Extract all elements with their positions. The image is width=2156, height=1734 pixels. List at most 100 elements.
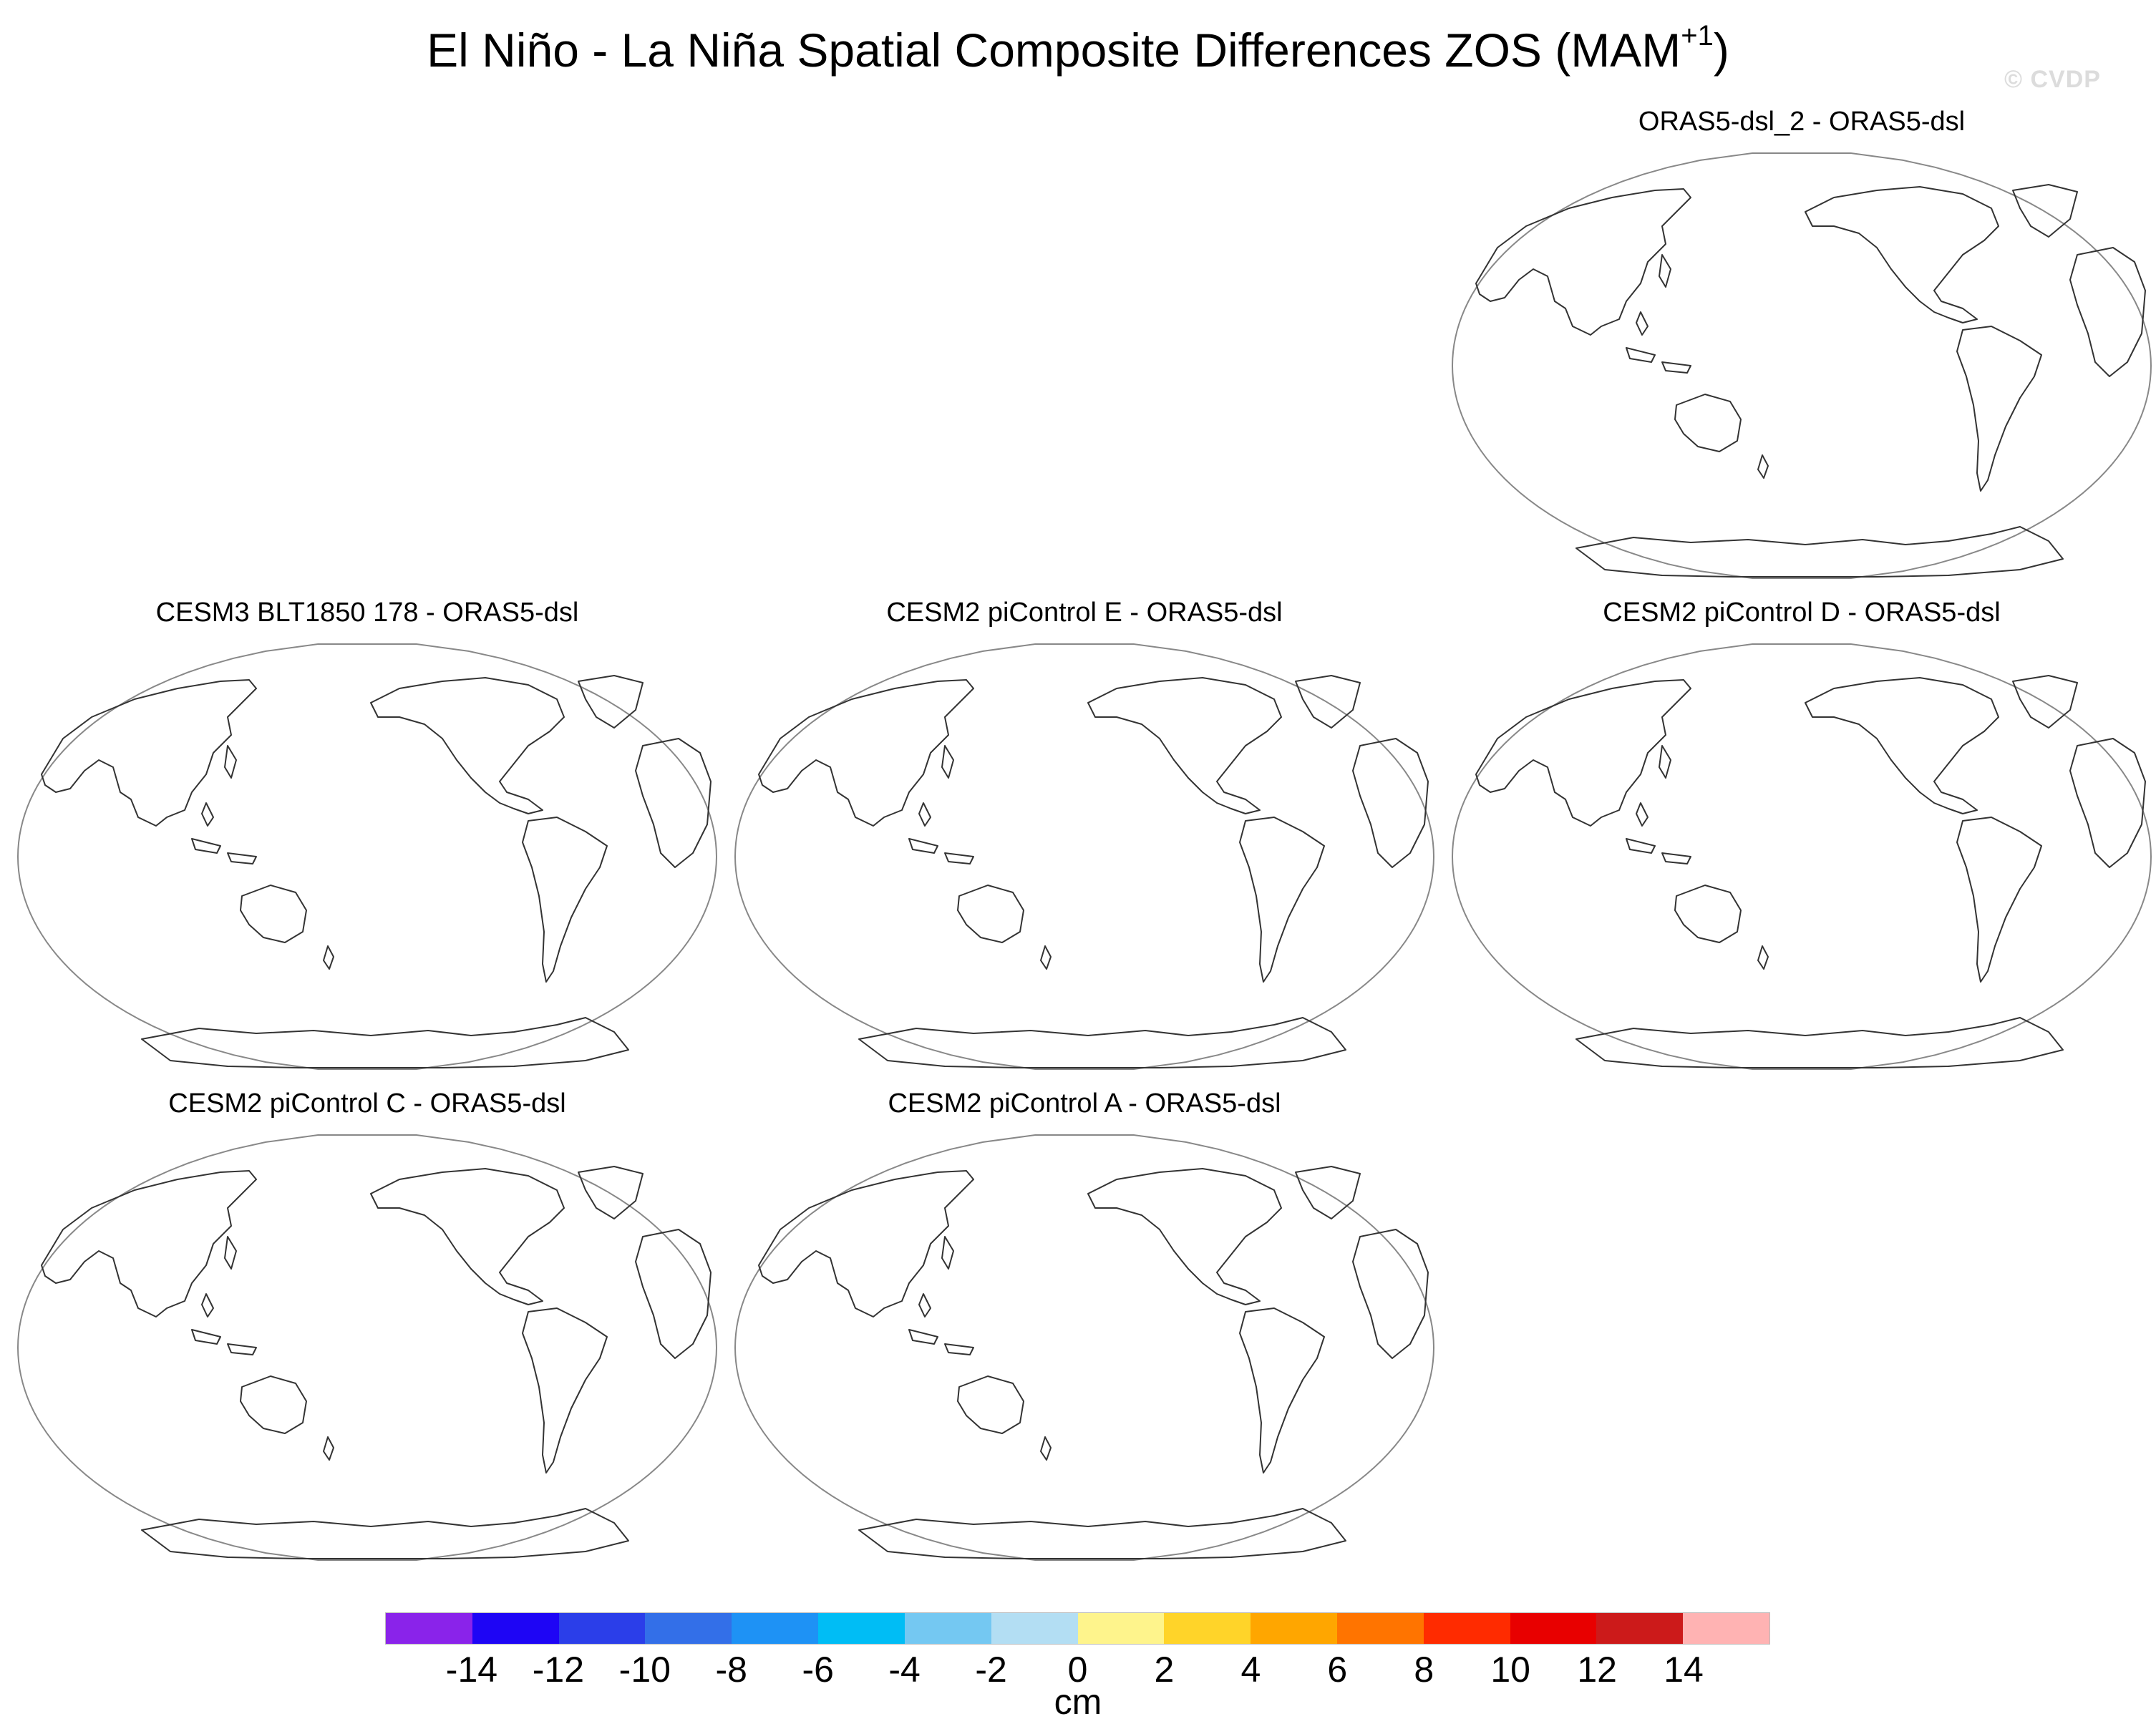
coastline	[578, 675, 644, 729]
world-map	[734, 1134, 1435, 1561]
coastline	[1626, 838, 1656, 854]
coastline	[1757, 945, 1769, 970]
figure-title: El Niño - La Niña Spatial Composite Diff…	[427, 20, 1729, 77]
coastline	[1475, 188, 1691, 336]
coastline	[957, 885, 1024, 943]
coastline	[1661, 852, 1691, 864]
coastline	[1626, 347, 1656, 363]
coastline	[1575, 1017, 2064, 1068]
map-frame	[734, 643, 1435, 1070]
coastline	[224, 1236, 237, 1270]
coastline	[578, 1166, 644, 1219]
coastline	[1956, 326, 2042, 492]
world-map	[734, 643, 1435, 1070]
coastline	[2012, 675, 2078, 729]
colorbar-swatch	[1251, 1613, 1337, 1644]
map-frame	[16, 643, 718, 1070]
colorbar-swatch	[1596, 1613, 1684, 1644]
map-frame	[734, 1134, 1435, 1561]
colorbar-swatch	[1077, 1613, 1165, 1644]
colorbar-swatch	[818, 1613, 905, 1644]
coastline	[370, 677, 565, 814]
colorbar-tick-label: 10	[1490, 1650, 1530, 1690]
coastline	[1575, 526, 2064, 578]
coastline	[41, 679, 257, 827]
coastline	[323, 1436, 334, 1461]
panel-title: CESM2 piControl C - ORAS5-dsl	[168, 1088, 566, 1119]
map-frame	[1451, 643, 2152, 1070]
colorbar-tick-label: 4	[1240, 1650, 1261, 1690]
coastline	[1674, 885, 1742, 943]
panel-title: CESM2 piControl A - ORAS5-dsl	[888, 1088, 1281, 1119]
coastline	[41, 1170, 257, 1317]
world-map	[1451, 152, 2152, 579]
coastline	[1659, 745, 1671, 779]
panel-title: CESM2 piControl D - ORAS5-dsl	[1603, 598, 2001, 628]
coastline	[141, 1017, 629, 1068]
coastline	[1239, 1307, 1325, 1474]
colorbar-tick-label: -8	[715, 1650, 747, 1690]
coastline	[941, 1236, 954, 1270]
title-superscript: +1	[1681, 20, 1714, 52]
panel-title: CESM2 piControl E - ORAS5-dsl	[886, 598, 1283, 628]
colorbar-tick-label: -2	[975, 1650, 1007, 1690]
coastline	[227, 852, 257, 864]
coastline	[522, 817, 608, 983]
coastline	[1040, 1436, 1052, 1461]
colorbar-tick-label: 0	[1067, 1650, 1088, 1690]
colorbar-tick-label: -12	[532, 1650, 584, 1690]
coastline	[1659, 254, 1671, 288]
world-map	[16, 1134, 718, 1561]
coastline	[908, 838, 938, 854]
coastline	[858, 1017, 1346, 1068]
coastline	[635, 1229, 712, 1359]
colorbar-unit-label: cm	[1054, 1682, 1102, 1722]
colorbar-swatch	[1164, 1613, 1251, 1644]
colorbar-swatch	[991, 1613, 1078, 1644]
colorbar-swatch	[558, 1613, 646, 1644]
colorbar-swatch	[732, 1613, 819, 1644]
colorbar-tick-label: 14	[1664, 1650, 1704, 1690]
coastline	[1239, 817, 1325, 983]
colorbar-swatch	[1510, 1613, 1597, 1644]
coastline	[1475, 679, 1691, 827]
colorbar-tick-label: -14	[445, 1650, 498, 1690]
coastline	[1956, 817, 2042, 983]
colorbar-swatch	[645, 1613, 732, 1644]
colorbar-tick-label: 12	[1577, 1650, 1617, 1690]
coastline	[1352, 1229, 1429, 1359]
coastline	[1040, 945, 1052, 970]
coastline	[2012, 184, 2078, 238]
coastline	[141, 1508, 629, 1559]
coastline	[1352, 738, 1429, 868]
colorbar-tick-label: -10	[618, 1650, 671, 1690]
colorbar-tick-label: 6	[1327, 1650, 1348, 1690]
coastline	[1636, 802, 1648, 827]
coastline	[227, 1343, 257, 1355]
coastline	[944, 1343, 974, 1355]
coastline	[918, 802, 931, 827]
coastline	[1295, 675, 1361, 729]
coastline	[522, 1307, 608, 1474]
panel-title: ORAS5-dsl_2 - ORAS5-dsl	[1638, 107, 1966, 137]
coastline	[908, 1329, 938, 1345]
coastline	[2069, 247, 2146, 377]
colorbar-swatch	[1336, 1613, 1424, 1644]
world-map	[1451, 643, 2152, 1070]
coastline	[957, 1375, 1024, 1434]
coastline	[1757, 454, 1769, 479]
coastline	[1661, 361, 1691, 374]
coastline	[191, 1329, 221, 1345]
colorbar-tick-label: 8	[1414, 1650, 1434, 1690]
coastline	[240, 1375, 307, 1434]
coastline	[758, 679, 974, 827]
coastline	[201, 1293, 214, 1317]
coastline	[201, 802, 214, 827]
coastline	[1295, 1166, 1361, 1219]
colorbar-tick-label: 2	[1154, 1650, 1175, 1690]
coastline	[918, 1293, 931, 1317]
colorbar-swatch	[386, 1613, 472, 1644]
colorbar-swatch	[904, 1613, 991, 1644]
colorbar-tick-label: -6	[802, 1650, 834, 1690]
colorbar-tick-label: -4	[888, 1650, 921, 1690]
